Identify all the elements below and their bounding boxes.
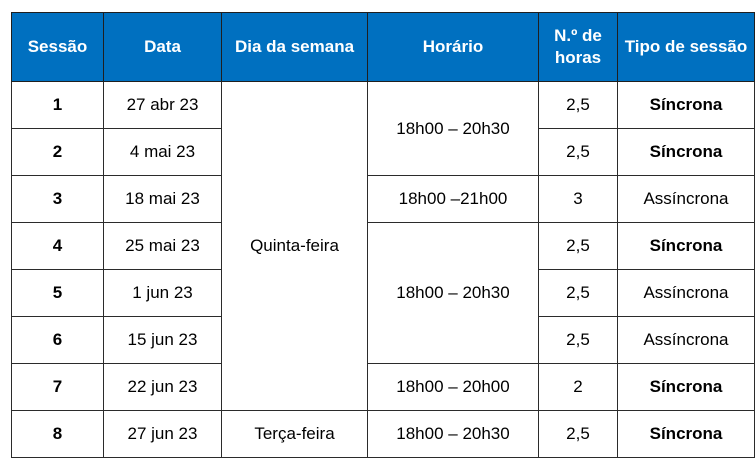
weekday-cell: Quinta-feira bbox=[221, 81, 368, 411]
table-row: 8 27 jun 23 Terça-feira 18h00 – 20h30 2,… bbox=[11, 410, 755, 458]
table-row: 3 18 mai 23 18h00 –21h00 3 Assíncrona bbox=[11, 175, 755, 223]
header-time: Horário bbox=[367, 12, 539, 82]
session-type: Síncrona bbox=[617, 410, 755, 458]
session-hours: 2,5 bbox=[538, 269, 618, 317]
session-hours: 2,5 bbox=[538, 410, 618, 458]
time-cell: 18h00 – 20h00 bbox=[367, 363, 539, 411]
session-date: 27 abr 23 bbox=[103, 81, 222, 129]
header-hours: N.º de horas bbox=[538, 12, 618, 82]
table-row: 2 4 mai 23 2,5 Síncrona bbox=[11, 128, 755, 176]
session-number: 5 bbox=[11, 269, 104, 317]
session-hours: 2 bbox=[538, 363, 618, 411]
table-row: 6 15 jun 23 2,5 Assíncrona bbox=[11, 316, 755, 364]
session-hours: 3 bbox=[538, 175, 618, 223]
time-cell: 18h00 – 20h30 bbox=[367, 410, 539, 458]
session-number: 1 bbox=[11, 81, 104, 129]
session-date: 18 mai 23 bbox=[103, 175, 222, 223]
session-type: Assíncrona bbox=[617, 269, 755, 317]
session-hours: 2,5 bbox=[538, 222, 618, 270]
session-date: 1 jun 23 bbox=[103, 269, 222, 317]
schedule-container: Sessão Data Dia da semana Horário N.º de… bbox=[11, 12, 755, 458]
table-row: 1 27 abr 23 Quinta-feira 18h00 – 20h30 2… bbox=[11, 81, 755, 411]
session-hours: 2,5 bbox=[538, 316, 618, 364]
time-cell: 18h00 – 20h30 bbox=[367, 81, 539, 176]
time-cell: 18h00 – 20h30 bbox=[367, 222, 539, 364]
header-type: Tipo de sessão bbox=[617, 12, 755, 82]
weekday-cell: Terça-feira bbox=[221, 410, 368, 458]
session-date: 22 jun 23 bbox=[103, 363, 222, 411]
session-date: 15 jun 23 bbox=[103, 316, 222, 364]
session-type: Síncrona bbox=[617, 128, 755, 176]
table-row: 7 22 jun 23 18h00 – 20h00 2 Síncrona bbox=[11, 363, 755, 411]
table-row: 5 1 jun 23 2,5 Assíncrona bbox=[11, 269, 755, 317]
session-hours: 2,5 bbox=[538, 128, 618, 176]
session-date: 4 mai 23 bbox=[103, 128, 222, 176]
session-type: Síncrona bbox=[617, 81, 755, 129]
session-schedule-table: Sessão Data Dia da semana Horário N.º de… bbox=[11, 12, 755, 458]
session-number: 6 bbox=[11, 316, 104, 364]
session-type: Assíncrona bbox=[617, 316, 755, 364]
session-number: 2 bbox=[11, 128, 104, 176]
session-number: 3 bbox=[11, 175, 104, 223]
session-number: 7 bbox=[11, 363, 104, 411]
session-type: Assíncrona bbox=[617, 175, 755, 223]
header-date: Data bbox=[103, 12, 222, 82]
time-cell: 18h00 –21h00 bbox=[367, 175, 539, 223]
session-type: Síncrona bbox=[617, 222, 755, 270]
session-date: 25 mai 23 bbox=[103, 222, 222, 270]
header-session: Sessão bbox=[11, 12, 104, 82]
table-row: 4 25 mai 23 18h00 – 20h30 2,5 Síncrona bbox=[11, 222, 755, 364]
table-header-row: Sessão Data Dia da semana Horário N.º de… bbox=[11, 12, 755, 82]
session-type: Síncrona bbox=[617, 363, 755, 411]
session-hours: 2,5 bbox=[538, 81, 618, 129]
header-weekday: Dia da semana bbox=[221, 12, 368, 82]
session-number: 4 bbox=[11, 222, 104, 270]
session-date: 27 jun 23 bbox=[103, 410, 222, 458]
session-number: 8 bbox=[11, 410, 104, 458]
